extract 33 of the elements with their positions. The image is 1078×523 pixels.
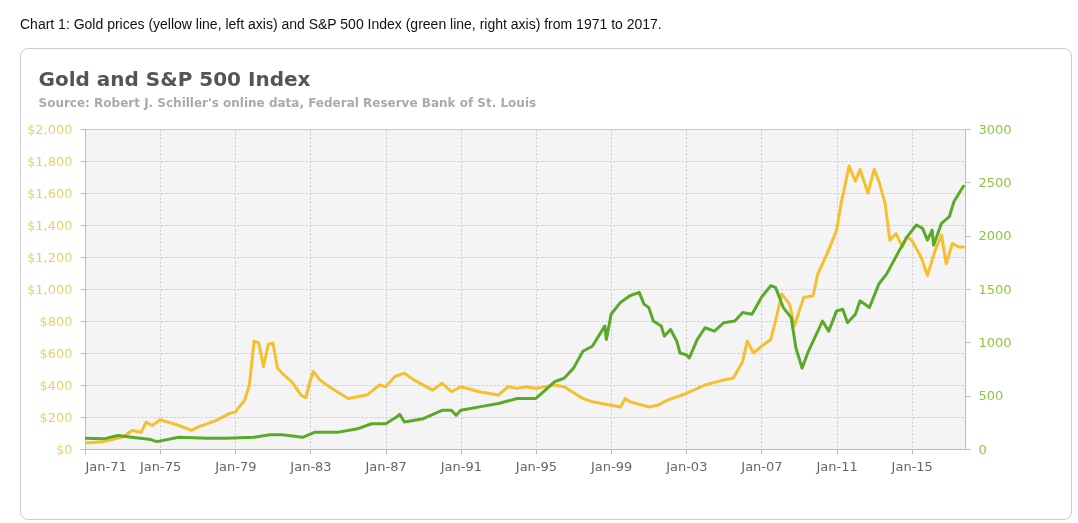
y-tick-label: $1,200 <box>27 249 73 265</box>
y-tick-label: $800 <box>39 313 73 329</box>
y2-tick-label: 1500 <box>978 281 1012 297</box>
y-tick-label: $1,400 <box>27 217 73 233</box>
x-tick-label: Jan-87 <box>364 458 407 474</box>
x-tick-label: Jan-99 <box>589 458 633 474</box>
chart-title: Gold and S&P 500 Index <box>38 67 311 91</box>
y2-tick-label: 0 <box>978 441 987 457</box>
y-tick-label: $0 <box>55 441 73 457</box>
y-tick-label: $200 <box>39 409 73 425</box>
y2-tick-label: 1000 <box>978 334 1012 350</box>
x-tick-label: Jan-07 <box>740 458 783 474</box>
x-tick-label: Jan-79 <box>214 458 257 474</box>
x-tick-label: Jan-75 <box>139 458 182 474</box>
y-tick-label: $1,600 <box>27 185 73 201</box>
y2-tick-label: 500 <box>978 388 1004 404</box>
x-tick-label: Jan-95 <box>514 458 558 474</box>
y-tick-label: $1,000 <box>27 281 73 297</box>
chart-subtitle: Source: Robert J. Schiller's online data, Federal Reserve Bank of St. Louis <box>38 96 537 110</box>
caption: Chart 1: Gold prices (yellow line, left axis) and S&P 500 Index (green line, right axis) from 1971 to 2017. <box>20 16 662 32</box>
x-tick-label: Jan-03 <box>665 458 708 474</box>
y-tick-label: $600 <box>39 345 73 361</box>
x-tick-label: Jan-11 <box>815 458 858 474</box>
x-tick-label: Jan-83 <box>289 458 332 474</box>
y-tick-label: $1,800 <box>27 153 73 169</box>
y2-tick-label: 2500 <box>978 174 1012 190</box>
x-tick-label: Jan-15 <box>890 458 933 474</box>
y-tick-label: $2,000 <box>27 121 73 137</box>
y2-tick-label: 3000 <box>978 121 1012 137</box>
y2-tick-label: 2000 <box>978 228 1012 244</box>
y-tick-label: $400 <box>39 377 73 393</box>
x-tick-label: Jan-91 <box>439 458 482 474</box>
x-tick-label: Jan-71 <box>84 458 127 474</box>
